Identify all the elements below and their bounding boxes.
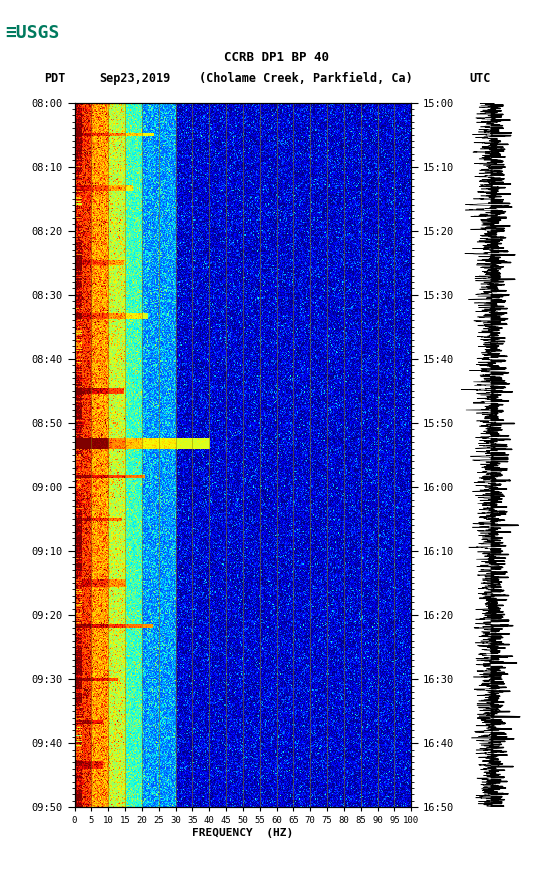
Text: (Cholame Creek, Parkfield, Ca): (Cholame Creek, Parkfield, Ca) [199, 72, 412, 85]
Text: ≡USGS: ≡USGS [6, 24, 60, 43]
X-axis label: FREQUENCY  (HZ): FREQUENCY (HZ) [192, 828, 294, 838]
Text: Sep23,2019: Sep23,2019 [99, 72, 171, 85]
Text: PDT: PDT [44, 72, 66, 85]
Text: CCRB DP1 BP 40: CCRB DP1 BP 40 [224, 52, 328, 64]
Text: UTC: UTC [469, 72, 491, 85]
